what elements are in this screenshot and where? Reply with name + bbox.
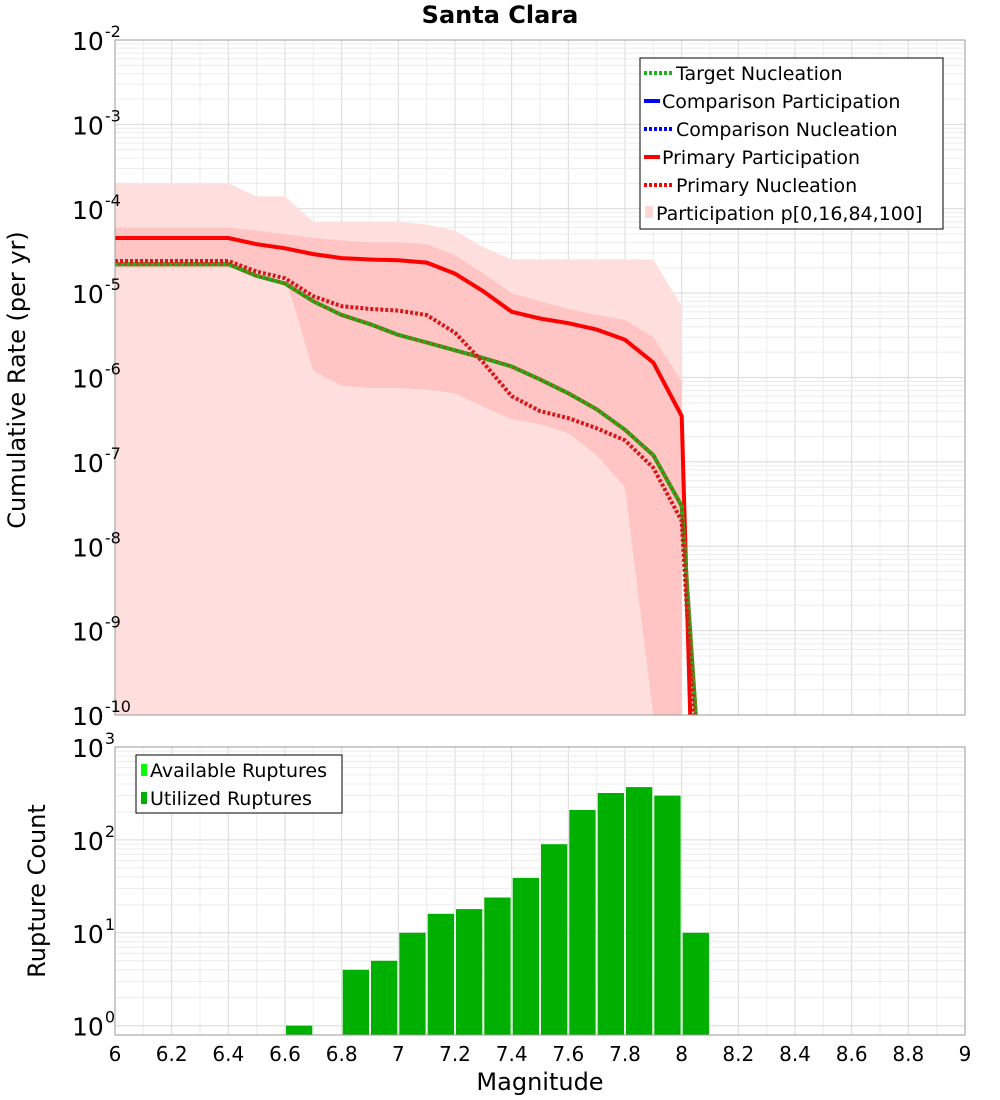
bar-utilized-ruptures xyxy=(654,795,681,1035)
x-tick-label: 8.8 xyxy=(892,1042,924,1066)
bar-utilized-ruptures xyxy=(456,909,483,1035)
y-tick-label: 10-10 xyxy=(72,697,131,731)
legend-label: Utilized Ruptures xyxy=(150,788,312,810)
legend-label: Target Nucleation xyxy=(675,63,843,85)
y-tick-exponent: -2 xyxy=(105,22,121,41)
y-tick-exponent: 2 xyxy=(105,822,115,841)
bar-utilized-ruptures xyxy=(512,877,539,1035)
y-tick-exponent: -9 xyxy=(105,613,121,632)
y-tick-exponent: -4 xyxy=(105,191,121,210)
y-tick-exponent: -7 xyxy=(105,444,121,463)
y-tick-exponent: -10 xyxy=(105,697,131,716)
legend-swatch-utilized-ruptures xyxy=(141,792,147,804)
y-tick-label: 10-2 xyxy=(72,22,121,56)
bar-utilized-ruptures xyxy=(371,960,398,1035)
x-tick-label: 8.6 xyxy=(836,1042,868,1066)
bar-utilized-ruptures xyxy=(286,1025,313,1035)
y-tick-label: 10-8 xyxy=(72,528,121,562)
y-tick-exponent: 3 xyxy=(105,729,115,748)
bar-utilized-ruptures xyxy=(342,969,369,1035)
y-tick-exponent: -5 xyxy=(105,275,121,294)
x-tick-label: 7.2 xyxy=(439,1042,471,1066)
bottom-y-axis-label: Rupture Count xyxy=(23,804,51,978)
bar-utilized-ruptures xyxy=(484,897,511,1035)
y-tick-label: 10-9 xyxy=(72,613,121,647)
y-tick-exponent: -3 xyxy=(105,106,121,125)
x-tick-label: 6 xyxy=(109,1042,122,1066)
top-plot-frame xyxy=(114,39,966,716)
y-tick-label: 101 xyxy=(72,915,115,949)
x-tick-label: 8 xyxy=(675,1042,688,1066)
series-target-nucleation xyxy=(115,262,698,716)
bar-utilized-ruptures xyxy=(569,810,596,1035)
bar-utilized-ruptures xyxy=(626,787,653,1035)
x-tick-label: 7 xyxy=(392,1042,405,1066)
legend-label: Comparison Participation xyxy=(662,91,900,113)
y-tick-label: 103 xyxy=(72,729,115,763)
legend-label: Available Ruptures xyxy=(150,760,327,782)
y-tick-exponent: 0 xyxy=(105,1008,115,1027)
x-tick-label: 6.6 xyxy=(269,1042,301,1066)
x-tick-label: 6.8 xyxy=(326,1042,358,1066)
y-tick-label: 10-3 xyxy=(72,106,121,140)
x-tick-label: 7.4 xyxy=(496,1042,528,1066)
y-tick-exponent: -6 xyxy=(105,360,121,379)
bar-utilized-ruptures xyxy=(541,844,568,1035)
top-legend: Target Nucleation Comparison Participati… xyxy=(639,57,944,230)
x-tick-label: 8.4 xyxy=(779,1042,811,1066)
legend-label: Primary Participation xyxy=(662,147,860,169)
x-axis-label: Magnitude xyxy=(476,1068,603,1096)
bar-utilized-ruptures xyxy=(682,932,709,1035)
legend-swatch-participation-band xyxy=(645,206,653,218)
x-tick-label: 7.6 xyxy=(552,1042,584,1066)
legend-label: Comparison Nucleation xyxy=(676,119,898,141)
bar-utilized-ruptures xyxy=(597,793,624,1035)
y-tick-label: 100 xyxy=(72,1008,115,1042)
x-tick-label: 8.2 xyxy=(722,1042,754,1066)
top-y-axis-label: Cumulative Rate (per yr) xyxy=(3,231,31,529)
legend-swatch-available-ruptures xyxy=(141,764,147,776)
y-tick-exponent: -8 xyxy=(105,528,121,547)
x-tick-label: 9 xyxy=(959,1042,972,1066)
x-tick-label: 7.8 xyxy=(609,1042,641,1066)
participation-band-inner xyxy=(115,227,682,715)
bar-utilized-ruptures xyxy=(399,932,426,1035)
bottom-legend: Available Ruptures Utilized Ruptures xyxy=(135,754,343,814)
x-tick-label: 6.2 xyxy=(156,1042,188,1066)
legend-label: Primary Nucleation xyxy=(676,175,857,197)
y-tick-label: 10-4 xyxy=(72,191,121,225)
x-tick-label: 6.4 xyxy=(212,1042,244,1066)
bottom-plot-frame xyxy=(114,746,966,1036)
bar-utilized-ruptures xyxy=(427,913,454,1035)
y-tick-label: 10-7 xyxy=(72,444,121,478)
series-primary-nucleation xyxy=(115,259,695,716)
series-primary-participation xyxy=(115,236,693,716)
y-tick-exponent: 1 xyxy=(105,915,115,934)
legend-label: Participation p[0,16,84,100] xyxy=(656,203,922,225)
chart-title: Santa Clara xyxy=(422,1,579,29)
y-tick-label: 10-5 xyxy=(72,275,121,309)
y-tick-label: 10-6 xyxy=(72,360,121,394)
y-tick-label: 102 xyxy=(72,822,115,856)
